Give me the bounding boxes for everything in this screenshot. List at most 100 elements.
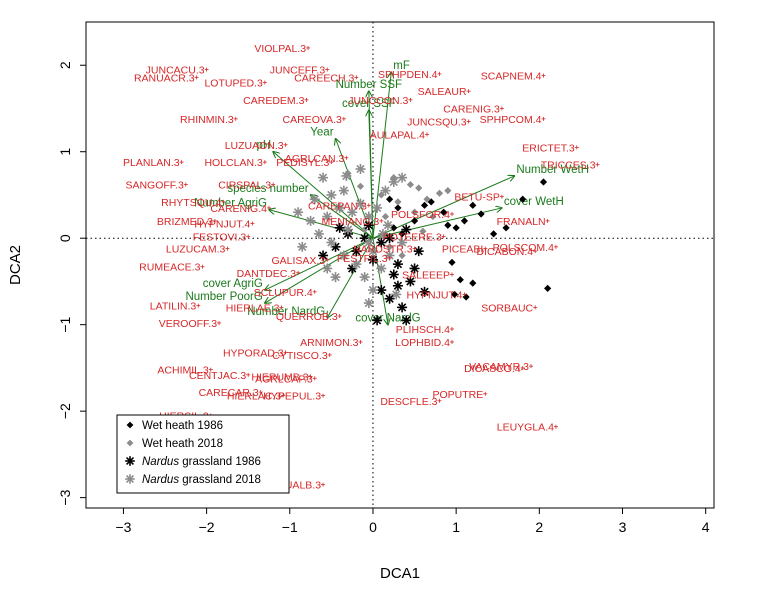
site-point [519,195,527,203]
x-tick-label: 0 [369,519,377,535]
site-point [355,164,366,175]
site-point [334,202,345,213]
site-point [469,279,477,287]
site-point [322,211,333,222]
species-point: FRANALN [497,216,550,228]
y-tick-label: −3 [57,489,73,505]
species-label: PEDISYL.3 [276,157,329,169]
species-point: HIERLAC.3 [227,391,286,403]
species-label: CENTJAC.3 [189,370,246,382]
vector-label: cover WetH [504,196,564,208]
site-point [338,250,349,261]
axes: −3 −2 −1 0 1 2 3 4 −3 −2 −1 0 1 2 [57,61,710,535]
species-label: FESTFIL.3 [337,253,388,265]
site-point [448,258,456,267]
species-point: SCLUPUR.4 [254,287,317,299]
site-point [363,220,374,231]
site-point [444,221,452,229]
site-point [293,207,304,218]
species-label: BRIZMED.3 [157,216,213,228]
y-tick-label: 1 [57,148,73,156]
species-label: FRANALN [497,216,546,228]
species-point: CARENIG.4 [210,203,271,215]
species-point: SALEAUR [418,86,471,98]
legend-marker [126,439,134,447]
vector-label: Number AgriG [194,198,267,210]
species-label: HYPEPUL.3 [263,391,321,403]
site-point [384,293,395,304]
site-point [380,185,391,196]
species-point: RUMEACE.3 [139,262,205,274]
species-label: CAREPAN.3 [308,200,367,212]
site-point [334,222,345,233]
species-point: AULAPAL.4 [370,129,430,141]
vector-label: cover NardG [355,313,420,325]
species-point: MENIANG.3 [322,216,384,228]
site-point [313,228,324,239]
site-point [450,290,459,299]
species-label: POLSCOM.4 [493,242,554,254]
species-point: SCAPNEM.4 [481,71,546,83]
zero-reference-lines [86,22,714,508]
site-point [384,233,395,244]
site-point [376,237,387,248]
species-label: CAREDEM.3 [243,95,304,107]
species-point: VEROOFF.3 [159,318,222,330]
species-point: PEDISYL.3 [276,157,334,169]
site-point [359,272,370,283]
species-point: CAREPAN.3 [308,200,371,212]
site-point [401,224,412,235]
species-point: BRIZMED.3 [157,216,217,228]
species-point: VACAMYR.3 [469,361,534,373]
vector-arrow [265,237,374,290]
vector-label: Number WetH [516,164,589,176]
x-tick-label: −2 [199,519,215,535]
y-tick-label: −1 [57,316,73,332]
species-point: PLIHSCH.4 [396,324,454,336]
site-point [394,198,402,206]
species-point: LOTUPED.3 [204,78,267,90]
site-point [420,201,429,209]
site-point [544,284,552,292]
site-point [351,259,362,270]
site-point [377,191,385,199]
species-point: CARECAR.3 [199,387,263,399]
species-label: SCLUPUR.4 [254,287,313,299]
species-label: TRICCES.3 [541,160,596,172]
site-points [293,164,552,326]
species-label: SCAPNEM.4 [481,71,542,83]
species-point: SPHPCOM.4 [480,114,546,126]
species-point: CAREOVA.3 [283,114,346,126]
site-point [397,237,408,248]
species-label: LOTUPED.3 [204,78,263,90]
vector-label: Number PoorG [185,291,262,303]
site-point [386,195,394,203]
species-label: JUNCEFF.3 [270,65,326,77]
species-label: DICABON.4 [477,246,534,258]
species-label: POLSFOR.4 [391,209,450,221]
site-point [351,246,362,257]
species-point: HIERLAE.3 [226,302,284,314]
species-label: LUZUAON.3 [225,140,284,152]
species-point: LUZUAON.3 [225,140,288,152]
species-point: CIRSPAL.3 [218,180,276,192]
species-label: SORBAUC [481,302,533,314]
site-point [462,293,470,301]
species-label: HIERLAC.3 [227,391,281,403]
species-point: TRICCES.3 [541,160,600,172]
legend-entry-label: Nardus grassland 1986 [142,456,261,468]
y-axis-title: DCA2 [7,245,24,285]
site-point [410,208,419,216]
species-label: CAREOVA.3 [283,114,342,126]
site-point [401,315,412,326]
species-label: PLIHSCH.4 [396,324,450,336]
site-point [429,212,437,221]
species-label: VIOLPAL.3 [254,43,306,55]
species-point: ARNIMON.3 [300,337,363,349]
species-point: CAREDEM.3 [243,95,309,107]
site-point [398,251,406,260]
species-point: PLANLAN.3 [123,157,184,169]
site-point [305,215,316,226]
site-point [330,241,341,252]
